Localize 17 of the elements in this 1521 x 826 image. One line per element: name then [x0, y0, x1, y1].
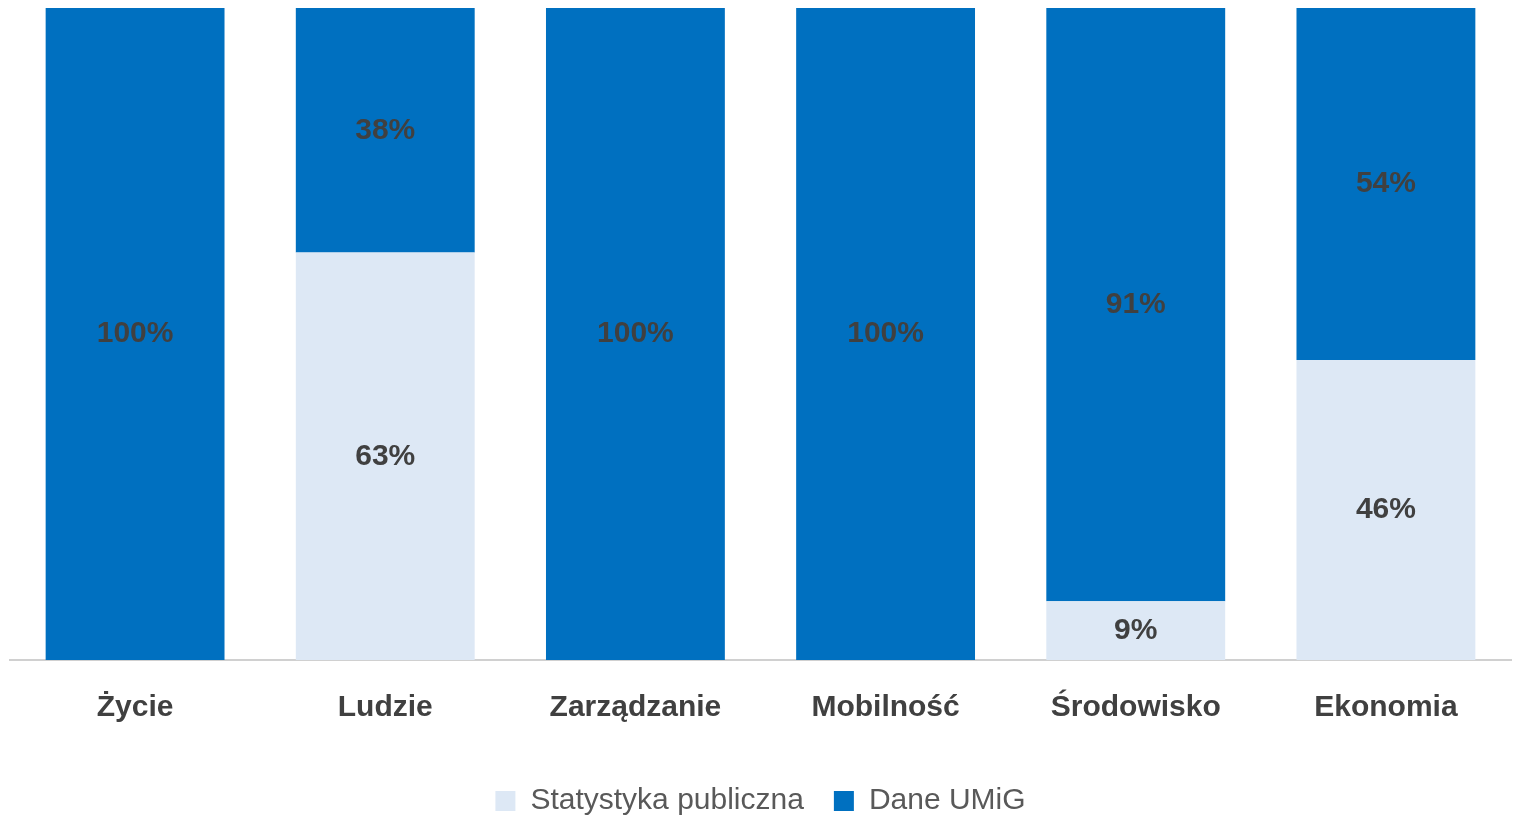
data-label: 100% — [597, 315, 674, 349]
data-label: 100% — [847, 315, 924, 349]
x-tick-label: Życie — [96, 689, 174, 723]
x-tick-label: Zarządzanie — [549, 689, 722, 723]
data-label: 54% — [1355, 165, 1416, 199]
data-label: 100% — [96, 315, 174, 349]
legend-label: Statystyka publiczna — [530, 782, 805, 816]
data-label: 63% — [355, 437, 416, 471]
x-tick-label: Ludzie — [337, 689, 433, 723]
data-label: 46% — [1355, 491, 1416, 525]
x-tick-label: Mobilność — [811, 689, 960, 723]
data-label: 38% — [355, 111, 416, 145]
data-label: 91% — [1105, 285, 1166, 319]
x-tick-label: Ekonomia — [1314, 689, 1458, 723]
legend-label: Dane UMiG — [868, 782, 1026, 816]
x-tick-label: Środowisko — [1050, 689, 1221, 723]
data-label: 9% — [1114, 611, 1158, 645]
